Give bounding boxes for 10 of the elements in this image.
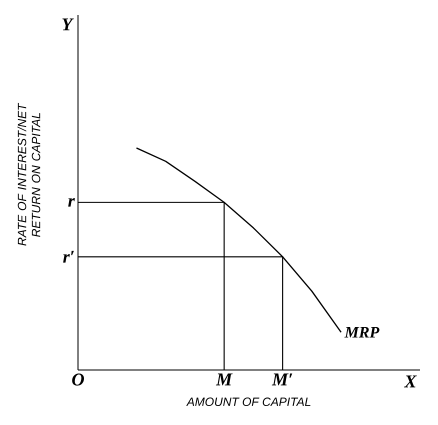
x-tick-label: M′ [272, 374, 292, 386]
x-tick-label: O [72, 374, 84, 386]
series-label: MRP [344, 327, 380, 338]
ref-line-label: r′ [63, 250, 74, 263]
ref-line-label: r [68, 198, 75, 207]
y-axis-title: RATE OF INTEREST/NET RETURN ON CAPITAL [17, 102, 40, 246]
x-axis-title: AMOUNT OF CAPITAL [186, 398, 310, 406]
x-tick-label: M [216, 374, 233, 386]
text: Y [62, 18, 74, 30]
text: X [404, 376, 417, 388]
